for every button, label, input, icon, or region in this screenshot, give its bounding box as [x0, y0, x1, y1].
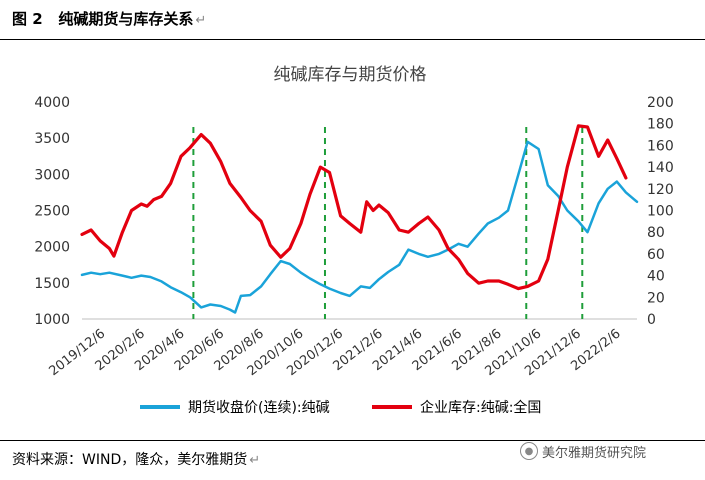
return-mark: ↵ — [195, 13, 207, 28]
source-note: 资料来源：WIND，隆众，美尔雅期货 ↵ — [12, 449, 260, 469]
watermark-text: 美尔雅期货研究院 — [542, 445, 647, 461]
chart-legend: 期货收盘价(连续):纯碱 企业库存:纯碱:全国 — [0, 397, 705, 417]
figure-header: 图 2 纯碱期货与库存关系 ↵ — [0, 0, 705, 40]
y-right-tick-label: 180 — [647, 117, 674, 133]
y-left-tick-label: 1500 — [34, 276, 70, 292]
figure-title: 图 2 纯碱期货与库存关系 ↵ — [12, 8, 206, 29]
top-rule — [0, 39, 705, 40]
y-right-tick-label: 140 — [647, 160, 674, 176]
y-left-tick-label: 3500 — [34, 131, 70, 147]
y-left-tick-label: 2500 — [34, 204, 70, 220]
y-left-tick-label: 3000 — [34, 167, 70, 183]
y-right-tick-label: 40 — [647, 269, 665, 285]
source-text: 资料来源：WIND，隆众，美尔雅期货 — [12, 452, 248, 468]
legend-swatch-inventory — [372, 405, 412, 409]
figure-label: 图 2 — [12, 10, 43, 28]
source-return-mark: ↵ — [249, 453, 261, 468]
y-right-tick-label: 60 — [647, 247, 665, 263]
series-line-inventory — [80, 124, 628, 291]
bottom-rule — [0, 440, 705, 441]
legend-swatch-futures — [140, 405, 180, 409]
series-line-futures — [80, 140, 639, 314]
y-right-tick-label: 0 — [647, 312, 656, 328]
y-right-tick-label: 100 — [647, 204, 674, 220]
wechat-icon: ● — [520, 442, 538, 460]
line-chart: 纯碱库存与期货价格 1000 1500 2000 2500 3000 3500 4000 0 20… — [34, 65, 674, 379]
legend-item-futures: 期货收盘价(连续):纯碱 — [140, 397, 330, 417]
watermark: ● 美尔雅期货研究院 — [520, 441, 646, 461]
y-right-tick-label: 200 — [647, 95, 674, 111]
y-right-tick-label: 160 — [647, 138, 674, 154]
y-left-tick-label: 2000 — [34, 240, 70, 256]
legend-label-inventory: 企业库存:纯碱:全国 — [420, 400, 542, 416]
y-right-tick-label: 20 — [647, 290, 665, 306]
y-right-tick-label: 120 — [647, 182, 674, 198]
y-left-tick-label: 4000 — [34, 95, 70, 111]
y-right-tick-label: 80 — [647, 225, 665, 241]
chart-title: 纯碱库存与期货价格 — [274, 65, 427, 85]
legend-item-inventory: 企业库存:纯碱:全国 — [372, 397, 541, 417]
figure-title-text: 纯碱期货与库存关系 — [58, 10, 194, 28]
y-left-tick-label: 1000 — [34, 312, 70, 328]
legend-label-futures: 期货收盘价(连续):纯碱 — [188, 400, 330, 416]
